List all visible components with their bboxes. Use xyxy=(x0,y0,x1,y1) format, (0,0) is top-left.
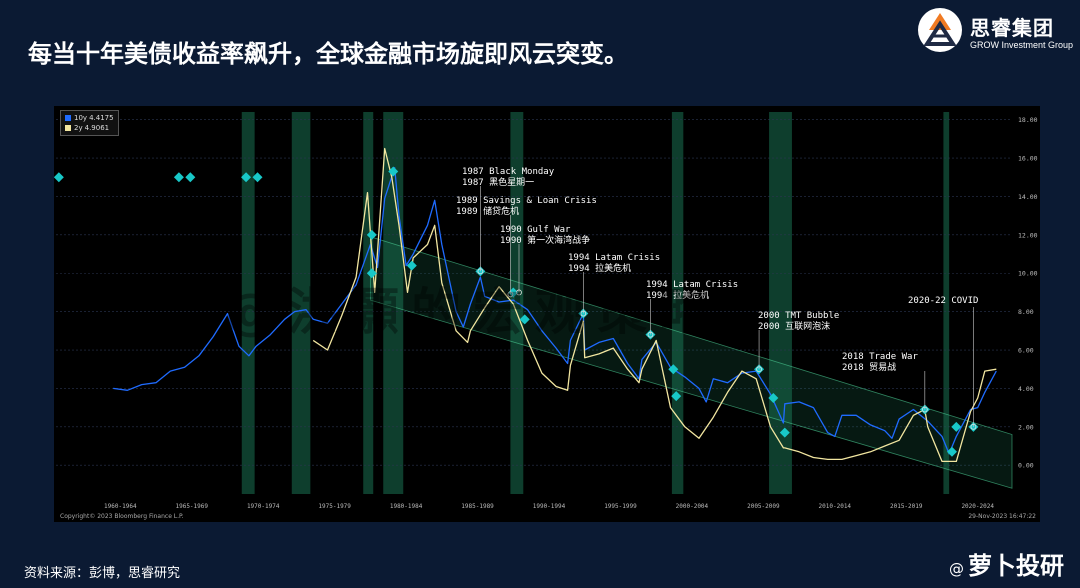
event-band-2 xyxy=(363,112,374,494)
y-tick-label: 4.00 xyxy=(1018,385,1034,393)
annotation-label-zh-5: 2000 互联网泡沫 xyxy=(758,320,830,332)
weibo-icon: @ xyxy=(949,560,964,578)
y-tick-label: 12.00 xyxy=(1018,231,1038,239)
event-band-1 xyxy=(291,112,311,494)
annotation-dot-2 xyxy=(516,289,522,296)
event-marker-0 xyxy=(54,172,64,183)
series-line-10y xyxy=(113,167,997,455)
yield-chart: 1987 Black Monday 1987 黑色星期一 1989 Savings … xyxy=(54,106,1040,522)
logo-name: 思睿集团 xyxy=(970,16,1054,40)
y-tick-label: 14.00 xyxy=(1018,193,1038,201)
grow-logo-icon xyxy=(918,8,962,52)
x-tick-label: 1980-1984 xyxy=(390,503,423,510)
y-tick-label: 10.00 xyxy=(1018,270,1038,278)
event-band-5 xyxy=(671,112,684,494)
x-tick-label: 1970-1974 xyxy=(247,503,280,510)
event-marker-8 xyxy=(406,260,417,271)
annotation-label-0: 1987 Black Monday xyxy=(462,167,555,177)
legend-label-2y: 2y xyxy=(74,124,83,132)
legend-label-10y: 10y xyxy=(74,114,88,122)
event-marker-21 xyxy=(951,421,962,432)
x-tick-label: 1990-1994 xyxy=(533,503,566,510)
event-marker-4 xyxy=(252,172,263,183)
watermark: @洪灝的宏观策略 xyxy=(225,283,721,341)
slide-title: 每当十年美债收益率飙升，全球金融市场旋即风云突变。 xyxy=(28,40,628,68)
event-marker-15 xyxy=(671,391,682,402)
y-tick-label: 2.00 xyxy=(1018,423,1034,431)
annotation-label-zh-2: 1990 第一次海湾战争 xyxy=(500,234,590,246)
annotation-dot-7 xyxy=(970,423,977,430)
legend-value-2y: 4.9061 xyxy=(84,124,110,132)
x-tick-label: 2005-2009 xyxy=(747,503,780,510)
event-marker-18 xyxy=(779,427,790,438)
annotation-label-6: 2018 Trade War xyxy=(842,352,918,362)
annotation-label-zh-0: 1987 黑色星期一 xyxy=(462,176,534,188)
annotation-label-3: 1994 Latam Crisis xyxy=(568,253,660,263)
x-tick-label: 2010-2014 xyxy=(819,503,852,510)
x-tick-label: 2015-2019 xyxy=(890,503,923,510)
trend-channel xyxy=(369,236,1013,489)
weibo-handle: 萝卜投研 xyxy=(968,552,1064,580)
annotation-label-1: 1989 Savings & Loan Crisis xyxy=(456,196,597,206)
event-marker-12 xyxy=(578,308,589,319)
annotation-dot-4 xyxy=(647,331,654,338)
annotation-label-zh-1: 1989 储贷危机 xyxy=(456,205,519,217)
x-tick-label: 1960-1964 xyxy=(104,503,137,510)
event-marker-2 xyxy=(185,172,196,183)
event-marker-1 xyxy=(173,172,184,183)
event-marker-11 xyxy=(519,314,530,325)
weibo-credit: @ 萝卜投研 xyxy=(949,546,1064,581)
event-marker-20 xyxy=(946,446,957,457)
source-note: 资料来源：彭博，思睿研究 xyxy=(24,566,181,581)
annotation-dot-3 xyxy=(580,310,587,317)
event-band-0 xyxy=(241,112,255,494)
x-tick-label: 2000-2004 xyxy=(676,503,709,510)
event-marker-10 xyxy=(508,287,519,298)
legend-swatch-10y xyxy=(65,115,71,121)
y-tick-label: 8.00 xyxy=(1018,308,1034,316)
chart-legend: 10y 4.4175 2y 4.9061 xyxy=(60,110,119,136)
x-tick-label: 1975-1979 xyxy=(318,503,351,510)
x-tick-label: 1985-1989 xyxy=(461,503,494,510)
event-band-7 xyxy=(943,112,950,494)
annotation-label-zh-6: 2018 贸易战 xyxy=(842,361,896,373)
annotation-label-7: 2020-22 COVID xyxy=(908,296,978,306)
y-tick-label: 0.00 xyxy=(1018,462,1034,470)
event-marker-7 xyxy=(388,166,399,177)
legend-item-10y: 10y 4.4175 xyxy=(65,113,114,123)
annotation-label-zh-4: 1994 拉美危机 xyxy=(646,289,709,301)
legend-swatch-2y xyxy=(65,125,71,131)
annotation-dot-5 xyxy=(756,366,762,373)
chart-copyright: Copyright© 2023 Bloomberg Finance L.P. xyxy=(60,513,184,520)
y-tick-label: 18.00 xyxy=(1018,116,1038,124)
annotation-dot-0 xyxy=(477,268,484,275)
logo: 思睿集团 GROW Investment Group xyxy=(918,8,1073,60)
event-marker-3 xyxy=(241,172,252,183)
annotation-label-5: 2000 TMT Bubble xyxy=(758,311,839,321)
annotation-label-2: 1990 Gulf War xyxy=(500,225,571,235)
x-tick-label: 2020-2024 xyxy=(961,503,994,510)
chart-timestamp: 29-Nov-2023 16:47:22 xyxy=(968,513,1036,520)
event-marker-14 xyxy=(668,364,679,375)
annotation-label-zh-3: 1994 拉美危机 xyxy=(568,262,631,274)
event-marker-6 xyxy=(366,268,377,279)
annotation-dot-6 xyxy=(921,406,928,413)
y-tick-label: 6.00 xyxy=(1018,347,1034,355)
legend-item-2y: 2y 4.9061 xyxy=(65,123,114,133)
event-marker-5 xyxy=(366,229,377,240)
event-marker-17 xyxy=(768,393,779,404)
y-tick-label: 16.00 xyxy=(1018,155,1038,163)
legend-value-10y: 4.4175 xyxy=(89,114,114,122)
annotation-label-4: 1994 Latam Crisis xyxy=(646,280,738,290)
event-band-6 xyxy=(769,112,792,494)
logo-subtitle: GROW Investment Group xyxy=(970,40,1074,50)
annotation-dot-1 xyxy=(507,291,514,298)
x-tick-label: 1995-1999 xyxy=(604,503,637,510)
x-tick-label: 1965-1969 xyxy=(175,503,208,510)
